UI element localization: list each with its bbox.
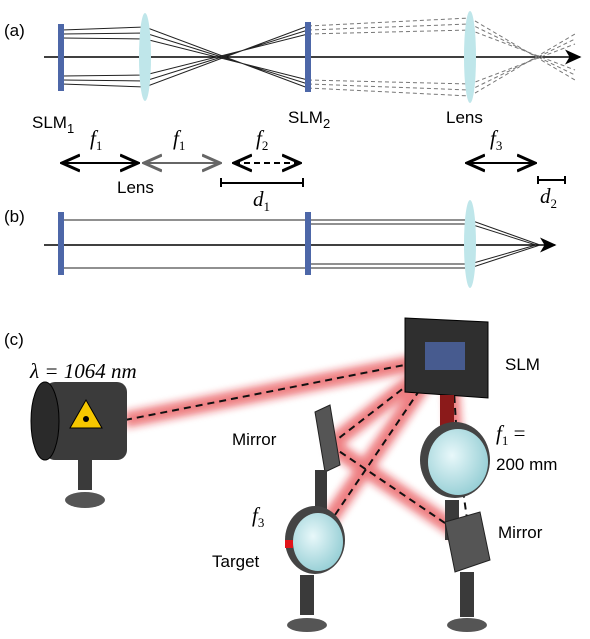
slm xyxy=(58,24,64,91)
text-part: 1 xyxy=(179,138,186,153)
text-part: 3 xyxy=(496,138,503,153)
slm xyxy=(58,212,64,275)
panel-label: (c) xyxy=(4,330,24,349)
mirror xyxy=(445,512,490,632)
figure: (a) SLM1 f1 f1 f2 Lens d1 SLM2 Lens f3 d… xyxy=(0,0,590,639)
lens xyxy=(139,13,151,101)
panel-b: (b) xyxy=(4,200,555,288)
panel-label: (b) xyxy=(4,207,25,226)
lens-mount xyxy=(285,506,345,632)
slm xyxy=(305,212,311,275)
slm xyxy=(305,22,311,92)
focal-label: f1 xyxy=(90,126,102,153)
lens-label: Lens xyxy=(117,178,154,197)
lens-label: Lens xyxy=(446,108,483,127)
slm-label: SLM xyxy=(505,355,540,374)
wavelength-label: λ = 1064 nm xyxy=(29,359,137,383)
distance-bar xyxy=(538,176,565,184)
focal-label: f3 xyxy=(490,126,502,153)
focal-label: f2 xyxy=(256,126,268,153)
text-part: 1 xyxy=(96,138,103,153)
text-part: d xyxy=(540,184,551,208)
lens xyxy=(464,11,476,103)
panel-c: (c) λ = 1064 xyxy=(4,318,557,632)
text-part: 1 xyxy=(264,199,271,214)
lens xyxy=(464,200,476,288)
panel-label: (a) xyxy=(4,21,25,40)
focal-label: f1 = xyxy=(496,421,525,448)
slm-label: SLM1 xyxy=(32,113,74,136)
focal-label: f3 xyxy=(252,503,264,530)
mirror xyxy=(315,405,340,510)
text-part: SLM xyxy=(32,113,67,132)
mirror-label: Mirror xyxy=(232,430,277,449)
text-part: d xyxy=(253,187,264,211)
focal-label: f1 xyxy=(173,126,185,153)
distance-bar xyxy=(221,178,303,187)
text-part: 2 xyxy=(551,196,558,211)
distance-label: d2 xyxy=(540,184,557,211)
text-part: 2 xyxy=(323,116,330,131)
text-part: SLM xyxy=(288,108,323,127)
text-part: 1 xyxy=(67,121,74,136)
target-label: Target xyxy=(212,552,260,571)
text-part: 3 xyxy=(258,515,265,530)
text-part: = xyxy=(508,421,525,445)
panel-a: (a) SLM1 f1 f1 f2 Lens d1 SLM2 Lens f3 d… xyxy=(4,11,580,214)
text-part: 2 xyxy=(262,138,269,153)
distance-label: d1 xyxy=(253,187,270,214)
mirror-label: Mirror xyxy=(498,523,543,542)
laser xyxy=(31,382,127,508)
slm-label: SLM2 xyxy=(288,108,330,131)
focal-value: 200 mm xyxy=(496,455,557,474)
